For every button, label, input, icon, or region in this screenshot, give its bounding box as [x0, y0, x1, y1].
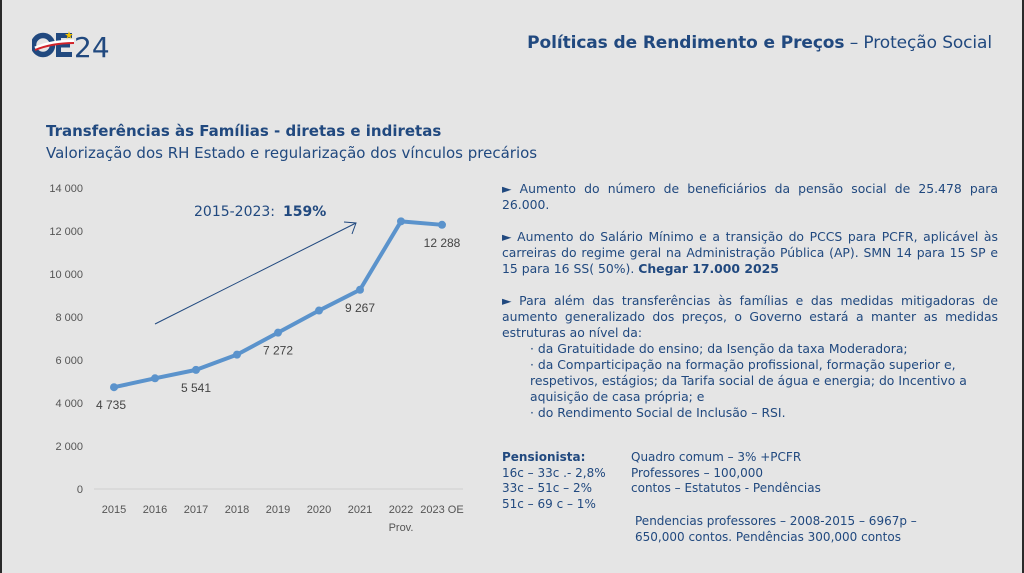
- y-tick-label: 10 000: [49, 269, 83, 281]
- data-point: [151, 374, 159, 383]
- sub-item: · do Rendimento Social de Inclusão – RSI…: [530, 405, 786, 420]
- pendencias-line: Pendencias professores – 2008-2015 – 696…: [635, 514, 917, 528]
- sub-item: · da Gratuitidade do ensino; da Isenção …: [530, 341, 908, 356]
- arrow-head-icon: [343, 221, 357, 235]
- data-label: 12 288: [424, 236, 461, 250]
- quadro-line: contos – Estatutos - Pendências: [631, 481, 821, 495]
- oe24-logo-icon: 24: [32, 31, 110, 61]
- data-point: [192, 365, 200, 374]
- bullet-2: ► Aumento do Salário Mínimo e a transiçã…: [502, 229, 998, 277]
- x-tick-label: 2023 OE: [420, 504, 463, 516]
- page-title-rest: – Proteção Social: [844, 33, 992, 53]
- pensionista-row: 33c – 51c – 2%: [502, 481, 593, 495]
- data-point: [110, 383, 118, 392]
- x-tick-label: 2020: [307, 504, 331, 516]
- bullet-3: ► Para além das transferências às famíli…: [502, 293, 998, 421]
- x-tick-label: 2021: [348, 504, 372, 516]
- section-title: Transferências às Famílias - diretas e i…: [46, 122, 442, 140]
- y-tick-label: 14 000: [49, 183, 83, 195]
- x-axis: 2015 2016 2017 2018 2019 2020 2021 2022 Prov. 202…: [102, 504, 464, 534]
- x-tick-label: 2019: [266, 504, 290, 516]
- logo-oe24: 24: [32, 27, 128, 63]
- data-point: [397, 217, 405, 226]
- bullet-2-bold: Chegar 17.000 2025: [638, 261, 779, 276]
- section-subtitle: Valorização dos RH Estado e regularizaçã…: [46, 144, 538, 162]
- y-tick-label: 12 000: [49, 226, 83, 238]
- pensionista-row: 16c – 33c .- 2,8%: [502, 465, 606, 480]
- y-tick-label: 6 000: [55, 355, 83, 367]
- data-point: [356, 285, 364, 294]
- quadro-line: Professores – 100,000: [631, 465, 764, 480]
- data-point: [233, 350, 241, 359]
- annotation-text: 2015-2023: 159%: [194, 204, 326, 220]
- data-labels: 4 735 5 541 7 272 9 267 12 288: [96, 236, 461, 412]
- bullet-marker-icon: ►: [502, 293, 512, 308]
- series-line: [113, 219, 443, 390]
- quadro-line: Quadro comum – 3% +PCFR: [631, 450, 802, 464]
- sub-item: · da Comparticipação na formação profiss…: [530, 357, 967, 404]
- trend-arrow-icon: [154, 222, 357, 325]
- page-title-bold: Políticas de Rendimento e Preços: [527, 33, 845, 53]
- y-axis: 0 2 000 4 000 6 000 8 000 10 000 12 000 14 000: [49, 183, 83, 496]
- x-tick-label: 2015: [102, 504, 126, 516]
- bullet-1: ► Aumento do número de beneficiários da …: [502, 181, 998, 213]
- quadro-block: Quadro comum – 3% +PCFR Professores – 10…: [631, 450, 821, 497]
- pensionista-heading: Pensionista:: [502, 450, 586, 464]
- data-label: 5 541: [181, 381, 211, 395]
- data-label: 4 735: [96, 398, 126, 412]
- pensionista-row: 51c – 69 c – 1%: [502, 496, 596, 511]
- pensionista-block: Pensionista: 16c – 33c .- 2,8% 33c – 51c…: [502, 450, 606, 512]
- bullet-marker-icon: ►: [502, 229, 512, 244]
- annotation-value: 159%: [283, 204, 326, 220]
- page-title: Políticas de Rendimento e Preços – Prote…: [527, 33, 992, 53]
- annotation-prefix: 2015-2023:: [194, 204, 275, 220]
- data-point: [438, 220, 446, 229]
- bullet-3-text: Para além das transferências às famílias…: [502, 293, 998, 340]
- pendencias-block: Pendencias professores – 2008-2015 – 696…: [635, 513, 917, 545]
- bullet-marker-icon: ►: [502, 181, 512, 196]
- x-tick-label: 2018: [225, 504, 249, 516]
- y-tick-label: 2 000: [55, 441, 83, 453]
- logo-text: 24: [74, 31, 110, 61]
- series-transferencias: [110, 217, 446, 392]
- x-tick-label: 2016: [143, 504, 167, 516]
- data-label: 7 272: [263, 344, 293, 358]
- data-point: [315, 306, 323, 315]
- data-point: [274, 328, 282, 337]
- data-label: 9 267: [345, 301, 375, 315]
- pendencias-line: 650,000 contos. Pendências 300,000 conto…: [635, 530, 901, 544]
- y-tick-label: 4 000: [55, 398, 83, 410]
- x-tick-label: Prov.: [389, 522, 414, 534]
- trend-annotation: 2015-2023: 159%: [154, 204, 357, 325]
- y-tick-label: 0: [77, 484, 83, 496]
- bullet-1-text: Aumento do número de beneficiários da pe…: [502, 181, 998, 212]
- bullet-2-text: Aumento do Salário Mínimo e a transição …: [502, 229, 998, 276]
- y-tick-label: 8 000: [55, 312, 83, 324]
- x-tick-label: 2022: [389, 504, 413, 516]
- x-tick-label: 2017: [184, 504, 208, 516]
